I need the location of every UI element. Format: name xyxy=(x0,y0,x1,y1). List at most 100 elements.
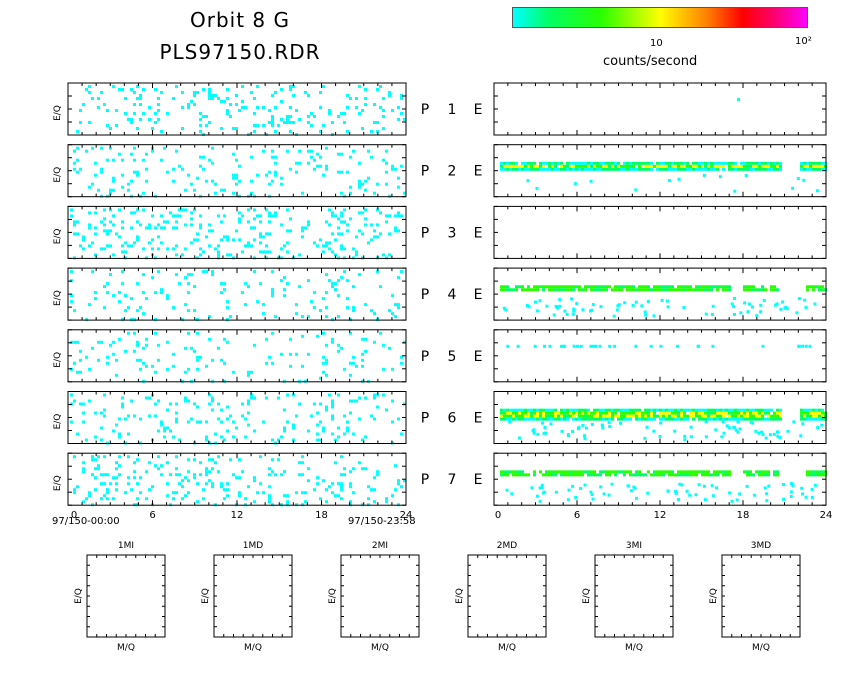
count-cell xyxy=(512,411,515,415)
count-cell xyxy=(806,161,809,165)
count-cell xyxy=(614,411,617,415)
count-cell xyxy=(118,291,121,295)
count-cell xyxy=(337,232,340,236)
count-cell xyxy=(806,285,809,289)
count-cell xyxy=(812,470,815,474)
count-cell xyxy=(733,312,737,316)
count-cell xyxy=(340,488,343,492)
count-cell xyxy=(205,420,208,424)
count-cell xyxy=(587,411,590,415)
count-cell xyxy=(316,423,319,427)
count-cell xyxy=(331,340,334,344)
x-tick-label: 0 xyxy=(495,510,501,521)
count-cell xyxy=(262,303,265,307)
mass-x-label: M/Q xyxy=(371,643,389,653)
count-cell xyxy=(563,164,566,168)
count-cell xyxy=(337,393,340,397)
count-cell xyxy=(509,417,512,421)
count-cell xyxy=(343,247,346,251)
count-cell xyxy=(262,235,265,239)
count-cell xyxy=(145,297,148,301)
count-cell xyxy=(801,422,805,426)
count-cell xyxy=(322,355,325,359)
left-panel-frame xyxy=(67,144,407,198)
count-cell xyxy=(506,344,510,348)
count-cell xyxy=(151,214,154,218)
count-cell xyxy=(809,411,812,415)
count-cell xyxy=(100,167,103,171)
count-cell xyxy=(746,310,750,314)
count-cell xyxy=(656,414,659,418)
count-cell xyxy=(187,470,190,474)
count-cell xyxy=(578,470,581,474)
count-cell xyxy=(820,423,824,427)
count-cell xyxy=(340,346,343,350)
count-cell xyxy=(725,408,728,412)
count-cell xyxy=(124,241,127,245)
count-cell xyxy=(593,470,596,474)
count-cell xyxy=(506,414,509,418)
count-cell xyxy=(157,455,160,459)
count-cell xyxy=(238,211,241,215)
count-cell xyxy=(581,414,584,418)
count-cell xyxy=(157,109,160,112)
count-cell xyxy=(695,411,698,415)
count-cell xyxy=(310,300,313,304)
count-cell xyxy=(298,461,301,465)
count-cell xyxy=(800,408,803,412)
count-cell xyxy=(154,331,157,335)
count-cell xyxy=(364,435,367,439)
count-cell xyxy=(764,470,767,474)
count-cell xyxy=(611,164,614,168)
count-cell xyxy=(382,109,385,112)
count-cell xyxy=(319,238,322,242)
count-cell xyxy=(692,473,695,477)
count-cell xyxy=(331,405,334,409)
count-cell xyxy=(220,482,223,486)
count-cell xyxy=(786,429,790,433)
count-cell xyxy=(208,121,211,124)
count-cell xyxy=(656,161,659,165)
count-cell xyxy=(142,158,145,162)
count-cell xyxy=(560,285,563,289)
count-cell xyxy=(524,288,527,292)
count-cell xyxy=(677,177,681,181)
count-cell xyxy=(641,417,644,421)
count-cell xyxy=(563,411,566,415)
count-cell xyxy=(623,470,626,474)
count-cell xyxy=(271,270,274,274)
count-cell xyxy=(244,435,247,439)
left-panel-frame xyxy=(67,329,407,383)
count-cell xyxy=(250,155,253,159)
count-cell xyxy=(361,127,364,130)
count-cell xyxy=(241,402,244,406)
count-cell xyxy=(584,408,587,412)
count-cell xyxy=(181,253,184,257)
count-cell xyxy=(510,492,514,496)
count-cell xyxy=(503,411,506,415)
count-cell xyxy=(151,238,154,242)
count-cell xyxy=(656,285,659,289)
count-cell xyxy=(94,297,97,301)
count-cell xyxy=(776,473,779,477)
count-cell xyxy=(761,288,764,292)
count-cell xyxy=(506,288,509,292)
count-cell xyxy=(551,167,554,171)
count-cell xyxy=(545,417,548,421)
count-cell xyxy=(623,411,626,415)
count-cell xyxy=(812,411,815,415)
count-cell xyxy=(283,470,286,474)
count-cell xyxy=(208,97,211,100)
count-cell xyxy=(340,485,343,489)
count-cell xyxy=(151,364,154,368)
count-cell xyxy=(698,164,701,168)
count-cell xyxy=(644,285,647,289)
count-cell xyxy=(316,152,319,156)
count-cell xyxy=(641,285,644,289)
count-cell xyxy=(674,473,677,477)
count-cell xyxy=(752,411,755,415)
count-cell xyxy=(343,121,346,124)
row-label-e: E xyxy=(474,225,483,241)
count-cell xyxy=(549,422,553,426)
count-cell xyxy=(355,253,358,257)
